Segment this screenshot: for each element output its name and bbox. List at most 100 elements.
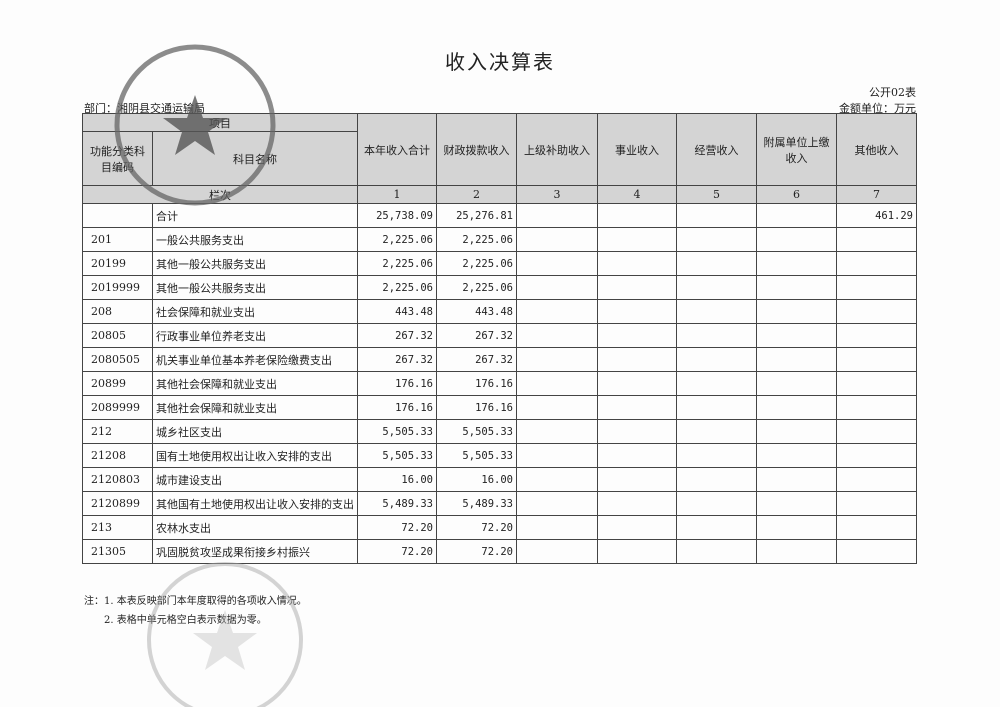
table-row: 21305 巩固脱贫攻坚成果衔接乡村振兴 72.20 72.20: [82, 539, 917, 564]
header-col: 事业收入: [597, 113, 677, 186]
row-value: [676, 419, 757, 444]
row-value: [597, 443, 677, 468]
row-name: 其他国有土地使用权出让收入安排的支出: [152, 491, 358, 516]
row-value: 267.32: [357, 323, 437, 348]
row-value: [516, 347, 598, 372]
row-value: [756, 467, 837, 492]
row-value: 176.16: [357, 395, 437, 420]
row-name: 其他一般公共服务支出: [152, 251, 358, 276]
row-value: 461.29: [836, 203, 917, 228]
row-value: [516, 491, 598, 516]
row-code: 212: [82, 419, 153, 444]
row-value: [676, 515, 757, 540]
form-number: 公开02表: [869, 86, 916, 99]
header-item: 项目: [82, 113, 358, 132]
table-row: 20805 行政事业单位养老支出 267.32 267.32: [82, 323, 917, 348]
row-code: 2120899: [82, 491, 153, 516]
row-name: 其他社会保障和就业支出: [152, 395, 358, 420]
unit-label: 金额单位：万元: [839, 102, 916, 115]
row-value: [597, 347, 677, 372]
header-col: 本年收入合计: [357, 113, 437, 186]
header-col-index: 栏次: [82, 185, 358, 204]
header-name: 科目名称: [152, 131, 358, 186]
row-code: 208: [82, 299, 153, 324]
row-value: 72.20: [436, 515, 517, 540]
row-value: [836, 515, 917, 540]
table-row: 212 城乡社区支出 5,505.33 5,505.33: [82, 419, 917, 444]
row-name: 城乡社区支出: [152, 419, 358, 444]
column-number: 7: [836, 185, 917, 204]
row-value: 176.16: [357, 371, 437, 396]
row-code: 2080505: [82, 347, 153, 372]
row-value: 5,505.33: [357, 443, 437, 468]
row-name: 其他社会保障和就业支出: [152, 371, 358, 396]
row-value: [676, 251, 757, 276]
note-2: 2. 表格中单元格空白表示数据为零。: [104, 615, 267, 626]
row-value: [756, 251, 837, 276]
row-value: 2,225.06: [357, 275, 437, 300]
row-value: [597, 395, 677, 420]
row-value: [597, 419, 677, 444]
row-value: 5,489.33: [357, 491, 437, 516]
row-value: [756, 419, 837, 444]
page-title: 收入决算表: [445, 50, 555, 74]
row-name: 社会保障和就业支出: [152, 299, 358, 324]
row-value: [597, 323, 677, 348]
row-value: [836, 251, 917, 276]
row-code: 20805: [82, 323, 153, 348]
row-value: [597, 515, 677, 540]
row-value: 5,505.33: [436, 443, 517, 468]
header-col: 附属单位上缴收入: [756, 113, 837, 186]
row-value: [756, 323, 837, 348]
row-name: 城市建设支出: [152, 467, 358, 492]
table-row: 20199 其他一般公共服务支出 2,225.06 2,225.06: [82, 251, 917, 276]
row-code: 2120803: [82, 467, 153, 492]
row-value: [676, 539, 757, 564]
row-value: [597, 299, 677, 324]
row-value: [516, 515, 598, 540]
row-value: 5,489.33: [436, 491, 517, 516]
row-value: [676, 299, 757, 324]
row-value: 72.20: [436, 539, 517, 564]
row-value: [597, 203, 677, 228]
table-row: 21208 国有土地使用权出让收入安排的支出 5,505.33 5,505.33: [82, 443, 917, 468]
row-code: 2019999: [82, 275, 153, 300]
row-value: [516, 275, 598, 300]
row-value: [676, 347, 757, 372]
table-row: 2080505 机关事业单位基本养老保险缴费支出 267.32 267.32: [82, 347, 917, 372]
row-value: 267.32: [436, 347, 517, 372]
row-value: [676, 467, 757, 492]
row-value: [516, 227, 598, 252]
column-number: 5: [676, 185, 757, 204]
row-value: [756, 203, 837, 228]
row-code: 21208: [82, 443, 153, 468]
faded-seal-stamp: [147, 562, 303, 707]
row-value: [756, 371, 837, 396]
column-number: 3: [516, 185, 598, 204]
row-value: [516, 299, 598, 324]
row-value: [836, 467, 917, 492]
row-name: 国有土地使用权出让收入安排的支出: [152, 443, 358, 468]
row-value: [756, 515, 837, 540]
header-col: 经营收入: [676, 113, 757, 186]
row-name: 农林水支出: [152, 515, 358, 540]
table-row: 2019999 其他一般公共服务支出 2,225.06 2,225.06: [82, 275, 917, 300]
row-value: [676, 203, 757, 228]
row-value: [756, 491, 837, 516]
header-col: 其他收入: [836, 113, 917, 186]
row-value: [836, 395, 917, 420]
row-value: 2,225.06: [357, 227, 437, 252]
row-value: [836, 539, 917, 564]
row-value: 72.20: [357, 539, 437, 564]
row-code: 20899: [82, 371, 153, 396]
header-code: 功能分类科目编码: [82, 131, 153, 186]
row-value: [836, 347, 917, 372]
row-value: 16.00: [436, 467, 517, 492]
row-value: [836, 491, 917, 516]
table-row: 2120803 城市建设支出 16.00 16.00: [82, 467, 917, 492]
row-value: 176.16: [436, 371, 517, 396]
row-value: [836, 275, 917, 300]
header-col: 上级补助收入: [516, 113, 598, 186]
row-name: 行政事业单位养老支出: [152, 323, 358, 348]
row-value: 2,225.06: [436, 275, 517, 300]
